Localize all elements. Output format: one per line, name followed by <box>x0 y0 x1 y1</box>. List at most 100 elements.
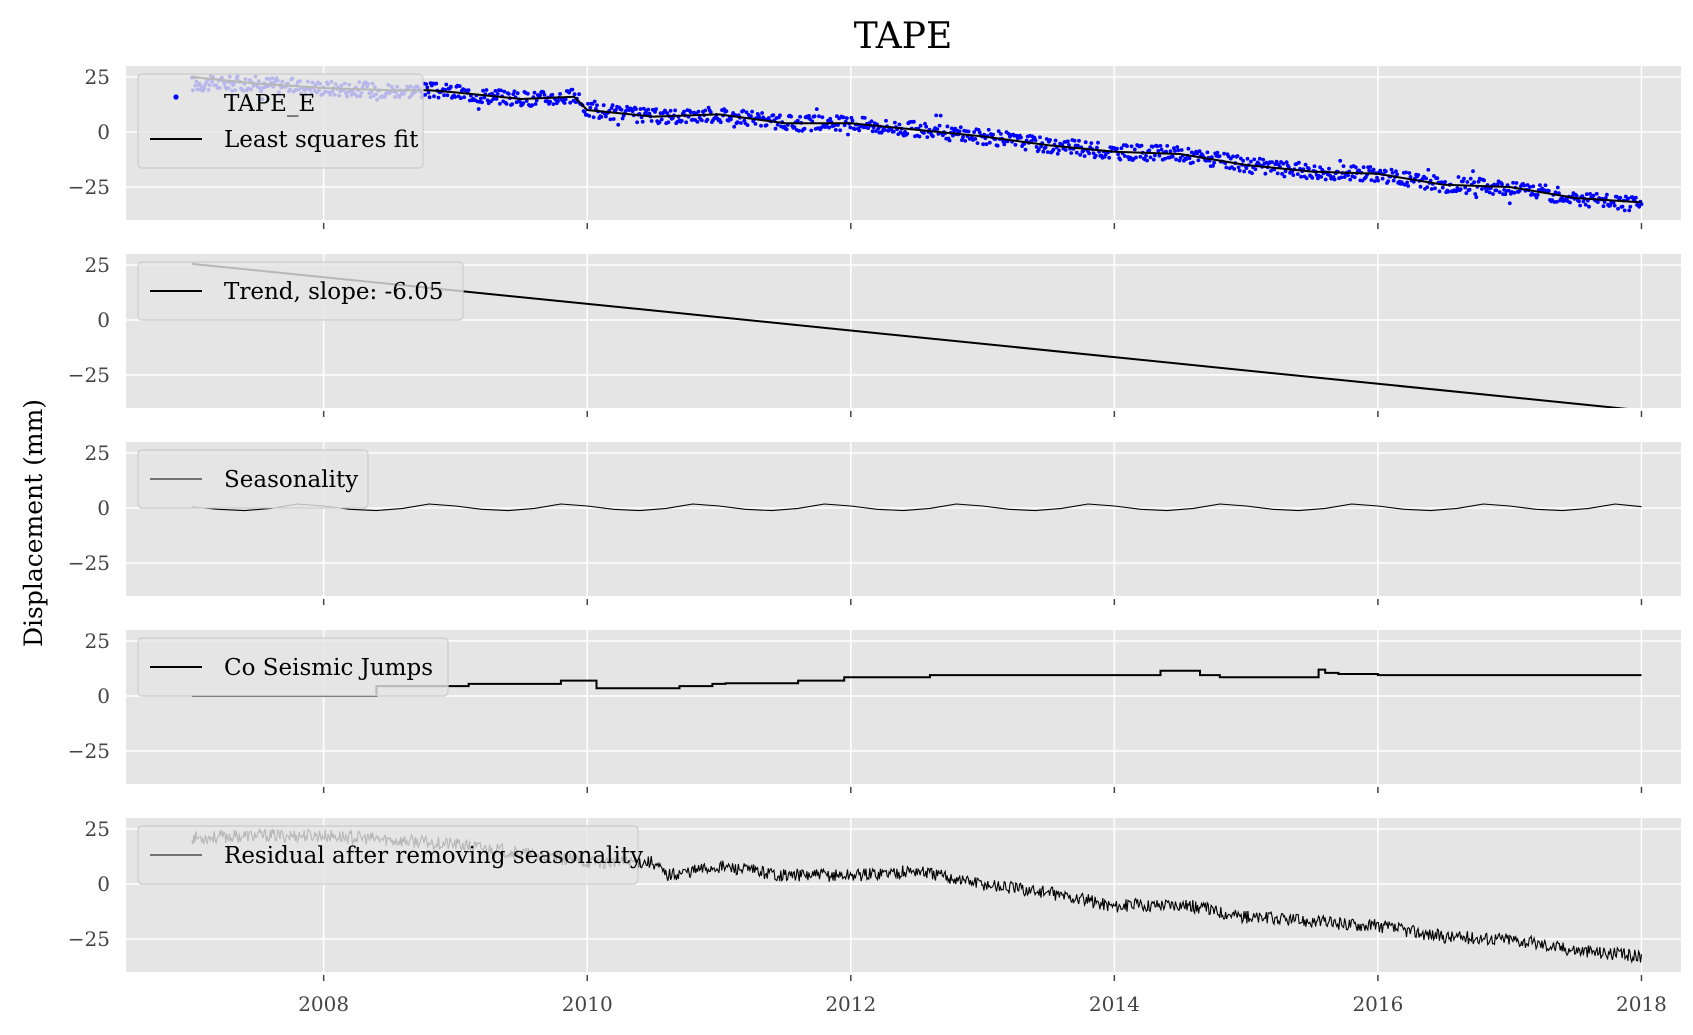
scatter-point <box>616 122 621 127</box>
scatter-point <box>1514 181 1519 185</box>
scatter-point <box>1252 157 1257 162</box>
scatter-point <box>1215 150 1220 155</box>
scatter-point <box>1380 176 1385 181</box>
scatter-point <box>1338 158 1343 163</box>
scatter-point <box>870 129 875 134</box>
scatter-point <box>1241 158 1245 163</box>
scatter-point <box>1163 156 1167 161</box>
scatter-point <box>1389 167 1394 172</box>
scatter-point <box>1191 160 1195 165</box>
scatter-point <box>1066 139 1070 144</box>
scatter-point <box>601 103 606 108</box>
scatter-point <box>1144 153 1148 158</box>
subplot-4: 25 0 −25 Co Seismic Jumps <box>68 629 1681 793</box>
scatter-point <box>827 125 831 130</box>
scatter-point <box>1404 170 1408 175</box>
scatter-point <box>1476 179 1481 184</box>
legend: Residual after removing seasonality <box>137 825 643 885</box>
scatter-point <box>705 117 710 122</box>
scatter-point <box>1538 183 1542 188</box>
scatter-point <box>1425 185 1430 190</box>
scatter-point <box>1327 166 1331 171</box>
scatter-point <box>1253 167 1258 172</box>
scatter-point <box>1095 145 1099 150</box>
scatter-point <box>1283 169 1288 174</box>
scatter-point <box>1467 187 1472 192</box>
scatter-point <box>1002 142 1007 147</box>
scatter-point <box>1465 180 1470 184</box>
scatter-point <box>857 128 862 133</box>
scatter-point <box>592 99 597 104</box>
scatter-point <box>432 94 436 99</box>
scatter-point <box>945 124 950 129</box>
scatter-point <box>1204 158 1209 163</box>
scatter-point <box>591 115 596 120</box>
scatter-point <box>654 107 658 111</box>
scatter-point <box>604 114 608 119</box>
legend-box <box>137 637 449 697</box>
scatter-point <box>1458 187 1463 192</box>
scatter-point <box>1522 183 1527 188</box>
scatter-point <box>1318 165 1322 170</box>
scatter-point <box>1596 200 1600 205</box>
scatter-point <box>476 107 481 111</box>
scatter-point <box>1588 192 1592 196</box>
scatter-point <box>1371 167 1376 172</box>
scatter-point <box>1089 141 1094 146</box>
scatter-point <box>1083 140 1088 145</box>
scatter-point <box>850 118 855 123</box>
scatter-point <box>666 120 671 125</box>
scatter-point <box>1555 185 1560 190</box>
scatter-point <box>749 114 753 118</box>
scatter-point <box>1578 203 1582 208</box>
scatter-point <box>634 107 638 111</box>
x-tick-label: 2018 <box>1616 992 1667 1016</box>
scatter-point <box>973 137 978 141</box>
scatter-point <box>649 119 654 123</box>
scatter-point <box>795 118 800 123</box>
scatter-point <box>874 129 878 134</box>
legend-label: TAPE_E <box>224 91 315 117</box>
y-tick-label: 0 <box>97 872 110 896</box>
scatter-point <box>1187 156 1192 161</box>
scatter-point <box>646 107 651 112</box>
scatter-point <box>1067 143 1071 147</box>
scatter-point <box>812 114 817 119</box>
scatter-point <box>1602 200 1607 204</box>
scatter-point <box>938 113 943 118</box>
scatter-point <box>657 120 662 125</box>
scatter-point <box>458 96 463 101</box>
scatter-point <box>548 99 552 104</box>
scatter-point <box>494 97 499 101</box>
scatter-point <box>1023 147 1028 152</box>
scatter-point <box>797 128 801 133</box>
y-tick-label: 25 <box>85 253 110 277</box>
scatter-point <box>1244 166 1249 171</box>
scatter-point <box>588 105 593 110</box>
scatter-point <box>518 100 522 104</box>
chart-title: TAPE <box>854 16 953 57</box>
scatter-point <box>798 114 802 119</box>
scatter-point <box>1580 194 1585 199</box>
scatter-point <box>922 131 926 135</box>
x-tick-label: 2016 <box>1352 992 1403 1016</box>
scatter-point <box>663 108 667 113</box>
scatter-point <box>630 109 635 114</box>
scatter-point <box>1044 137 1049 141</box>
scatter-point <box>1115 146 1119 151</box>
y-tick-label: 25 <box>85 65 110 89</box>
scatter-point <box>1013 142 1018 147</box>
scatter-point <box>1173 149 1177 153</box>
x-tick-label: 2014 <box>1089 992 1140 1016</box>
scatter-point <box>1304 176 1309 181</box>
scatter-point <box>530 103 535 108</box>
scatter-point <box>1263 171 1268 176</box>
scatter-point <box>444 82 449 87</box>
scatter-point <box>436 95 441 100</box>
scatter-point <box>1500 182 1504 187</box>
scatter-point <box>1369 178 1374 183</box>
scatter-point <box>809 128 814 133</box>
scatter-point <box>1503 192 1508 197</box>
scatter-point <box>1454 189 1459 194</box>
scatter-point <box>696 109 701 114</box>
